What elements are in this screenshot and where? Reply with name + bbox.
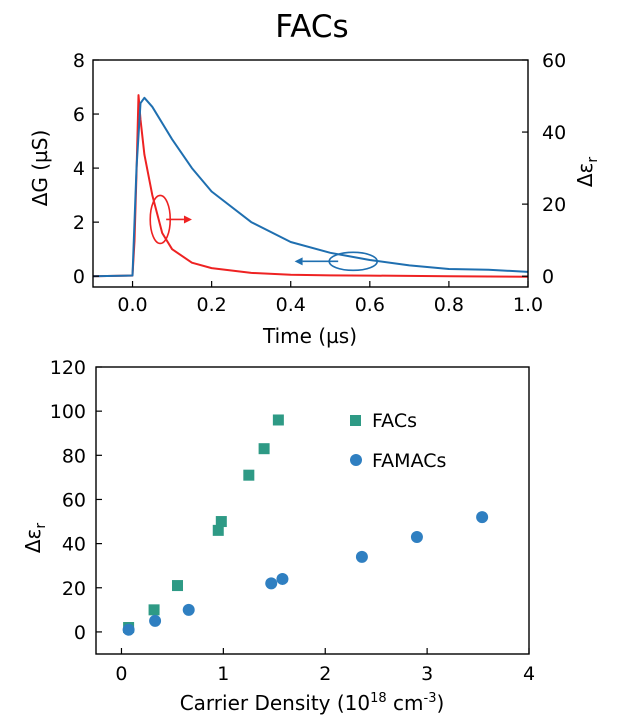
famacs-data-point	[265, 577, 278, 590]
legend-label-facs: FACs	[372, 410, 417, 432]
y-label-main: Δε	[21, 529, 45, 554]
top-plot-frame	[92, 59, 529, 288]
top-right-y-axis-label: Δεr	[573, 157, 601, 188]
bottom-y-tick-label: 120	[50, 357, 86, 379]
legend: FACs FAMACs	[350, 410, 446, 472]
x-label-part: Carrier Density (10	[180, 691, 370, 715]
time-trace-chart: FACs 0.0 0.2 0.4 0.6 0.8 1.0 0 2 4 6 8 0 20 40 60 Ti…	[28, 9, 601, 348]
scatter-chart: 0 1 2 3 4 0 20 40 60 80 100 120 FACs FAMACs Carrie…	[21, 357, 535, 715]
bottom-x-tick-label: 1	[217, 663, 229, 685]
top-left-y-axis-label: ΔG (µS)	[28, 130, 52, 207]
bottom-y-tick-label: 0	[74, 622, 86, 644]
top-x-tick-label: 0.2	[197, 294, 227, 316]
famacs-data-point	[276, 572, 289, 585]
blue-annotation-arrowhead	[294, 257, 303, 266]
top-right-y-tick-label: 60	[542, 50, 566, 72]
facs-data-point	[172, 580, 184, 592]
facs-data-point	[258, 443, 270, 455]
legend-label-famacs: FAMACs	[372, 450, 446, 472]
bottom-y-tick-label: 80	[62, 445, 86, 467]
facs-data-point	[215, 516, 227, 528]
bottom-y-tick-label: 20	[62, 578, 86, 600]
right-y-label-main: Δε	[573, 163, 597, 188]
famacs-data-point	[410, 530, 423, 543]
facs-data-point	[148, 604, 160, 616]
top-x-tick-label: 0.0	[117, 294, 147, 316]
bottom-y-axis-label: Δεr	[21, 523, 49, 554]
chart-title: FACs	[275, 9, 348, 45]
bottom-plot-frame	[95, 366, 530, 655]
top-left-y-tick-label: 0	[73, 266, 85, 288]
right-y-label-sub: r	[585, 157, 601, 163]
top-right-y-tick-group: 0 20 40 60	[522, 50, 566, 288]
top-right-y-tick-label: 40	[542, 122, 566, 144]
top-x-tick-label: 1.0	[513, 294, 543, 316]
top-right-y-tick-label: 20	[542, 194, 566, 216]
top-x-axis-label: Time (µs)	[262, 324, 357, 348]
legend-marker-facs	[350, 415, 361, 426]
famacs-data-point	[149, 614, 162, 627]
permittivity-trace-line	[93, 96, 528, 278]
bottom-x-tick-group: 0 1 2 3 4	[115, 648, 535, 685]
legend-marker-famacs	[350, 454, 362, 466]
x-label-sup: 18	[370, 691, 387, 706]
bottom-x-tick-label: 4	[523, 663, 535, 685]
red-annotation-arrowhead	[183, 215, 192, 224]
famacs-data-point	[355, 550, 368, 563]
bottom-y-tick-group: 0 20 40 60 80 100 120	[50, 357, 102, 644]
annotation-group	[149, 194, 379, 272]
facs-data-point	[212, 524, 224, 536]
top-left-y-tick-label: 6	[73, 104, 85, 126]
top-left-y-tick-label: 2	[73, 212, 85, 234]
top-right-y-tick-label: 0	[542, 266, 554, 288]
top-x-tick-label: 0.4	[276, 294, 306, 316]
bottom-y-tick-label: 60	[62, 489, 86, 511]
top-x-tick-label: 0.6	[355, 294, 385, 316]
facs-data-point	[243, 469, 255, 481]
top-left-y-tick-label: 4	[73, 158, 85, 180]
famacs-data-point	[182, 603, 195, 616]
scatter-points-group	[122, 414, 489, 636]
top-x-tick-group: 0.0 0.2 0.4 0.6 0.8 1.0	[117, 281, 543, 316]
famacs-data-point	[122, 623, 135, 636]
top-left-y-tick-group: 0 2 4 6 8	[73, 50, 99, 288]
bottom-x-tick-label: 2	[319, 663, 331, 685]
bottom-x-tick-label: 0	[115, 663, 127, 685]
bottom-y-tick-label: 100	[50, 401, 86, 423]
x-label-close: )	[436, 691, 444, 715]
x-label-unit: cm	[387, 691, 424, 715]
bottom-x-tick-label: 3	[421, 663, 433, 685]
trace-series-group	[93, 94, 528, 278]
x-label-unit-sup: -3	[424, 691, 437, 706]
bottom-y-tick-label: 40	[62, 534, 86, 556]
top-x-tick-label: 0.8	[434, 294, 464, 316]
y-label-sub: r	[33, 523, 49, 529]
famacs-data-point	[476, 511, 489, 524]
bottom-x-axis-label: Carrier Density (1018 cm-3)	[180, 691, 445, 715]
top-left-y-tick-label: 8	[73, 50, 85, 72]
conductance-trace-line	[93, 94, 528, 278]
facs-data-point	[272, 414, 284, 426]
